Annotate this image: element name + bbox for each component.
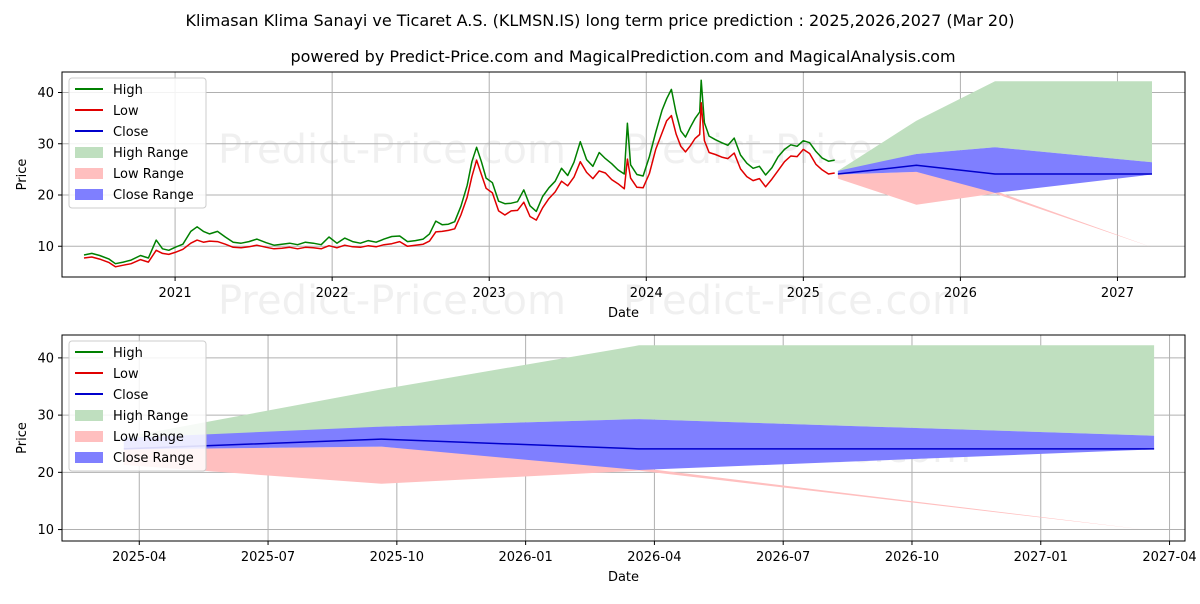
top-high-range-band: [837, 81, 1152, 172]
bottom-x-tick-label: 2027-01: [1014, 550, 1068, 565]
top-legend-label-high: High: [113, 83, 143, 98]
bottom-x-tick-label: 2027-04: [1142, 550, 1196, 565]
top-y-tick-label: 10: [37, 240, 54, 255]
bottom-legend-label-close-range: Close Range: [113, 451, 194, 466]
top-y-tick-label: 30: [37, 137, 54, 152]
bottom-low-range-band: [123, 446, 1155, 531]
bottom-x-tick-label: 2026-07: [756, 550, 810, 565]
bottom-x-tick-label: 2026-01: [498, 550, 552, 565]
chart-subtitle: powered by Predict-Price.com and Magical…: [290, 47, 955, 66]
top-close-line: [837, 164, 1152, 175]
top-x-tick-label: 2023: [473, 286, 506, 301]
bottom-close-range-band: [123, 419, 1155, 470]
bottom-y-tick-label: 40: [37, 351, 54, 366]
top-y-tick-label: 20: [37, 189, 54, 204]
watermark-top-4: Predict-Price.com: [623, 278, 971, 324]
bottom-legend-label-close: Close: [113, 388, 148, 403]
watermark-top-3: Predict-Price.com: [218, 278, 566, 324]
bottom-legend-label-low: Low: [113, 367, 139, 382]
bottom-legend-swatch-close-range: [75, 452, 103, 463]
top-legend-label-close: Close: [113, 125, 148, 140]
top-y-axis-label: Price: [15, 159, 30, 191]
bottom-plot-frame: [61, 334, 1186, 542]
top-low-range-band: [837, 171, 1152, 248]
top-high-line: [83, 79, 835, 265]
top-legend-label-low-range: Low Range: [113, 167, 184, 182]
bottom-legend-box: [68, 340, 207, 472]
bottom-y-tick-label: 20: [37, 466, 54, 481]
top-x-tick-label: 2021: [159, 286, 192, 301]
watermark-top-1: Predict-Price.com: [218, 127, 566, 173]
bottom-legend-swatch-low-range: [75, 431, 103, 442]
top-x-tick-label: 2024: [630, 286, 663, 301]
top-legend-swatch-high-range: [75, 147, 103, 158]
top-legend-swatch-low-range: [75, 168, 103, 179]
top-legend-label-low: Low: [113, 104, 139, 119]
top-x-tick-label: 2027: [1101, 286, 1134, 301]
bottom-legend-label-high: High: [113, 346, 143, 361]
top-x-tick-label: 2026: [944, 286, 977, 301]
top-legend-swatch-close-range: [75, 189, 103, 200]
top-plot-frame: [61, 71, 1186, 278]
top-x-tick-label: 2025: [787, 286, 820, 301]
bottom-legend-label-low-range: Low Range: [113, 430, 184, 445]
bottom-x-tick-label: 2025-04: [112, 550, 166, 565]
top-legend-box: [68, 77, 207, 209]
bottom-x-tick-label: 2026-04: [627, 550, 681, 565]
top-x-tick-label: 2022: [316, 286, 349, 301]
top-low-line: [83, 102, 835, 268]
top-y-tick-label: 40: [37, 86, 54, 101]
bottom-close-line: [123, 438, 1155, 450]
bottom-y-tick-label: 30: [37, 409, 54, 424]
chart-title: Klimasan Klima Sanayi ve Ticaret A.S. (K…: [186, 11, 1015, 30]
bottom-legend-label-high-range: High Range: [113, 409, 188, 424]
top-legend-label-high-range: High Range: [113, 146, 188, 161]
top-chart-panel: 2021 2022 2023 2024 2025 2026 2027 10 20 30 40 Date…: [15, 71, 1186, 321]
bottom-x-tick-label: 2026-10: [885, 550, 939, 565]
top-legend-label-close-range: Close Range: [113, 188, 194, 203]
bottom-y-tick-label: 10: [37, 523, 54, 538]
bottom-high-range-band: [123, 345, 1155, 447]
bottom-x-tick-label: 2025-07: [241, 550, 295, 565]
bottom-legend-swatch-high-range: [75, 410, 103, 421]
bottom-y-axis-label: Price: [15, 422, 30, 454]
bottom-x-tick-label: 2025-10: [370, 550, 424, 565]
top-x-axis-label: Date: [608, 306, 639, 321]
bottom-x-axis-label: Date: [608, 570, 639, 585]
bottom-chart-panel: 2025-04 2025-07 2025-10 2026-01 2026-04 2026-…: [15, 334, 1197, 585]
top-close-range-band: [837, 147, 1152, 193]
